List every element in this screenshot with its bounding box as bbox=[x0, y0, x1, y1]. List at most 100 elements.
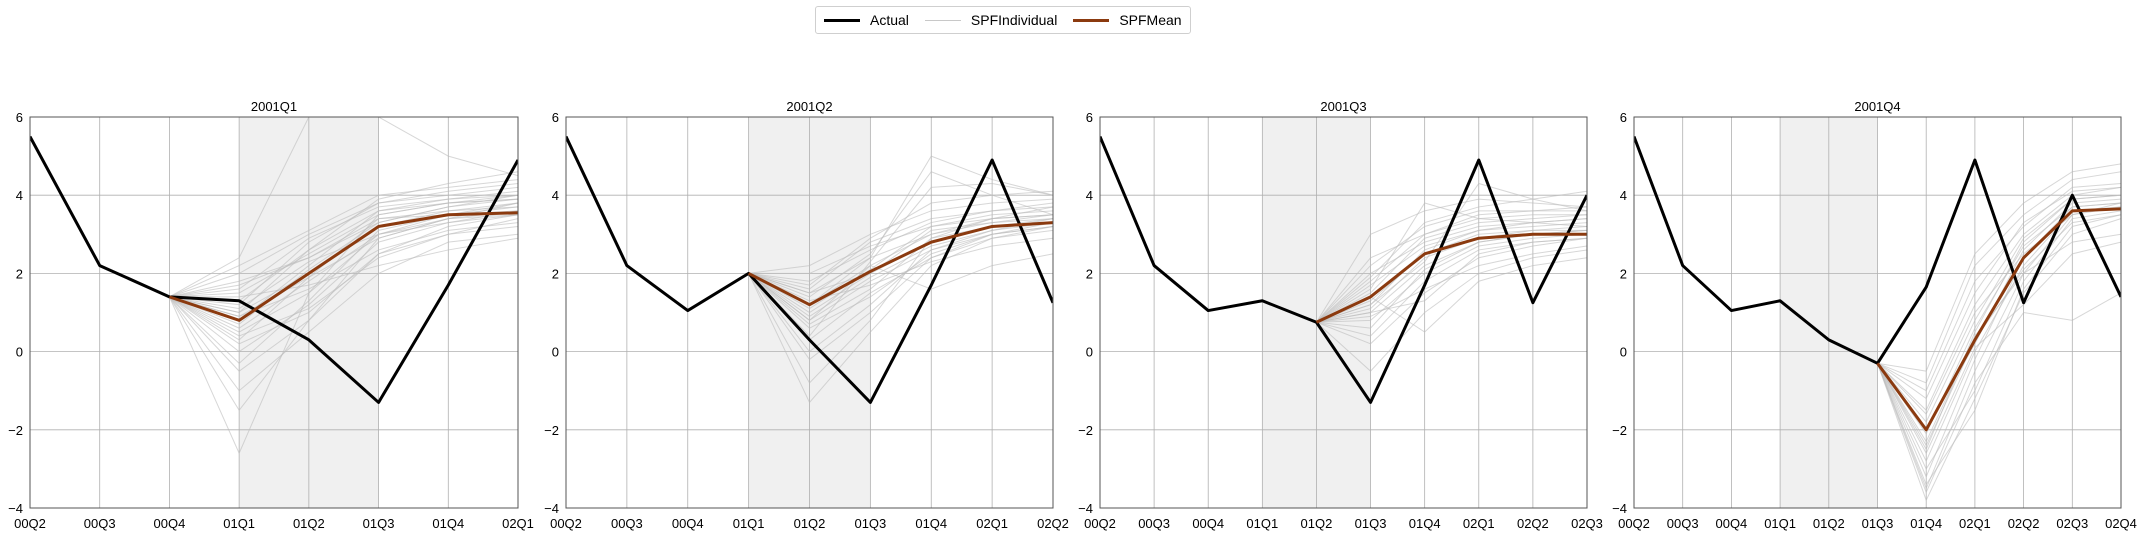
spf-individual-line bbox=[169, 202, 518, 333]
spf-individual-line bbox=[1877, 186, 2121, 400]
spf-individual-line bbox=[169, 218, 518, 372]
y-tick-label: 0 bbox=[1620, 345, 1627, 360]
spf-individual-line bbox=[169, 194, 518, 298]
spf-individual-line bbox=[748, 253, 1053, 321]
x-tick-label: 00Q4 bbox=[154, 516, 186, 531]
spf-individual-line bbox=[748, 190, 1053, 286]
spf-individual-line bbox=[1316, 214, 1587, 323]
y-tick-label: −4 bbox=[8, 501, 23, 516]
spf-individual-line bbox=[1316, 190, 1587, 323]
x-tick-label: 00Q4 bbox=[672, 516, 704, 531]
x-tick-label: 00Q3 bbox=[1667, 516, 1699, 531]
x-tick-label: 02Q2 bbox=[2008, 516, 2040, 531]
x-tick-label: 01Q1 bbox=[733, 516, 765, 531]
chart-panel-4: 2001Q4 −4 −2 0 2 4 6 00Q2 00Q3 00Q4 01Q1 01Q2 01Q3 01… bbox=[1612, 99, 2137, 531]
x-tick-label: 00Q4 bbox=[1715, 516, 1747, 531]
spf-individual-line bbox=[1877, 214, 2121, 447]
x-tick-label: 00Q4 bbox=[1192, 516, 1224, 531]
spf-individual-line bbox=[169, 198, 518, 314]
spf-individual-line bbox=[169, 214, 518, 310]
x-tick-label: 00Q3 bbox=[1138, 516, 1170, 531]
x-tick-label: 02Q3 bbox=[1571, 516, 1603, 531]
x-tick-label: 01Q1 bbox=[223, 516, 255, 531]
y-tick-label: 2 bbox=[16, 266, 23, 281]
plot-lines bbox=[1634, 136, 2121, 502]
spf-individual-line bbox=[1877, 186, 2121, 412]
y-tick-label: 4 bbox=[1620, 188, 1627, 203]
spf-individual-line bbox=[748, 222, 1053, 361]
y-tick-label: −4 bbox=[1612, 501, 1627, 516]
plot-frame bbox=[29, 116, 519, 509]
spf-individual-line bbox=[748, 237, 1053, 302]
spf-individual-line bbox=[169, 237, 518, 298]
x-tick-label: 00Q2 bbox=[1084, 516, 1116, 531]
spf-individual-line bbox=[169, 194, 518, 298]
spf-individual-line bbox=[748, 210, 1053, 310]
y-tick-label: 0 bbox=[552, 345, 559, 360]
spf-individual-line bbox=[1877, 202, 2121, 435]
x-tick-label: 02Q4 bbox=[2105, 516, 2137, 531]
y-tick-label: −4 bbox=[1078, 501, 1093, 516]
x-tick-label: 01Q4 bbox=[1409, 516, 1441, 531]
x-tick-label: 01Q3 bbox=[854, 516, 886, 531]
spf-individual-line bbox=[1316, 249, 1587, 372]
legend-item-spf-mean: SPFMean bbox=[1073, 12, 1182, 28]
legend-swatch-actual bbox=[824, 18, 860, 22]
x-tick-label: 01Q2 bbox=[293, 516, 325, 531]
x-tick-label: 02Q1 bbox=[976, 516, 1008, 531]
y-tick-label: 2 bbox=[1086, 266, 1093, 281]
spf-individual-line bbox=[1316, 237, 1587, 323]
chart-title: 2001Q3 bbox=[1320, 99, 1366, 114]
chart-title: 2001Q4 bbox=[1854, 99, 1900, 114]
spf-individual-line bbox=[748, 222, 1053, 318]
spf-mean-line bbox=[168, 211, 518, 322]
y-tick-label: −2 bbox=[1078, 423, 1093, 438]
x-tick-label: 01Q3 bbox=[1862, 516, 1894, 531]
x-tick-label: 02Q1 bbox=[1463, 516, 1495, 531]
x-tick-label: 01Q3 bbox=[363, 516, 395, 531]
y-tick-label: 6 bbox=[1620, 110, 1627, 125]
y-tick-label: 6 bbox=[16, 110, 23, 125]
plot-lines bbox=[30, 117, 518, 455]
x-tick-label: 01Q2 bbox=[1813, 516, 1845, 531]
legend-label-spf-individual: SPFIndividual bbox=[970, 12, 1058, 28]
y-tick-label: 6 bbox=[1086, 110, 1093, 125]
x-tick-label: 01Q1 bbox=[1246, 516, 1278, 531]
spf-individual-line bbox=[748, 225, 1053, 404]
x-tick-label: 01Q4 bbox=[432, 516, 464, 531]
spf-individual-line bbox=[169, 198, 518, 298]
spf-individual-line bbox=[748, 198, 1053, 274]
spf-individual-line bbox=[169, 214, 518, 317]
spf-individual-line bbox=[1877, 210, 2121, 470]
spf-individual-line bbox=[748, 202, 1053, 290]
y-tick-label: 4 bbox=[16, 188, 23, 203]
y-tick-label: −2 bbox=[1612, 423, 1627, 438]
spf-mean-line bbox=[1315, 232, 1587, 324]
x-tick-label: 00Q2 bbox=[14, 516, 46, 531]
chart-panel-1: 2001Q1 −4 −2 0 2 4 6 00Q2 00Q3 00Q4 01Q1 01Q2 01Q3 01… bbox=[8, 99, 534, 531]
y-tick-label: 2 bbox=[1620, 266, 1627, 281]
plot-frame bbox=[565, 116, 1054, 509]
spf-individual-line bbox=[169, 182, 518, 298]
legend-label-actual: Actual bbox=[870, 12, 909, 28]
spf-individual-line bbox=[1316, 233, 1587, 323]
x-tick-label: 01Q2 bbox=[1301, 516, 1333, 531]
x-tick-label: 02Q2 bbox=[1037, 516, 1069, 531]
legend: Actual SPFIndividual SPFMean bbox=[815, 6, 1191, 34]
actual-line bbox=[30, 135, 518, 404]
actual-line bbox=[1100, 135, 1587, 404]
spf-individual-line bbox=[1316, 225, 1587, 323]
actual-line bbox=[566, 135, 1053, 404]
spf-individual-line bbox=[169, 117, 518, 298]
spf-individual-line bbox=[1877, 233, 2121, 443]
chart-panel-2: 2001Q2 −4 −2 0 2 4 6 00Q2 00Q3 00Q4 01Q1 01Q2 01Q3 01… bbox=[544, 99, 1069, 531]
spf-mean-line bbox=[1876, 207, 2121, 432]
spf-individual-line bbox=[1316, 198, 1587, 323]
spf-individual-line bbox=[1877, 218, 2121, 502]
spf-individual-line bbox=[748, 214, 1053, 294]
legend-item-actual: Actual bbox=[824, 12, 909, 28]
spf-individual-line bbox=[1877, 171, 2121, 384]
plot-frame bbox=[1633, 116, 2122, 509]
legend-swatch-spf-individual bbox=[924, 19, 961, 21]
spf-mean-line bbox=[747, 221, 1053, 307]
